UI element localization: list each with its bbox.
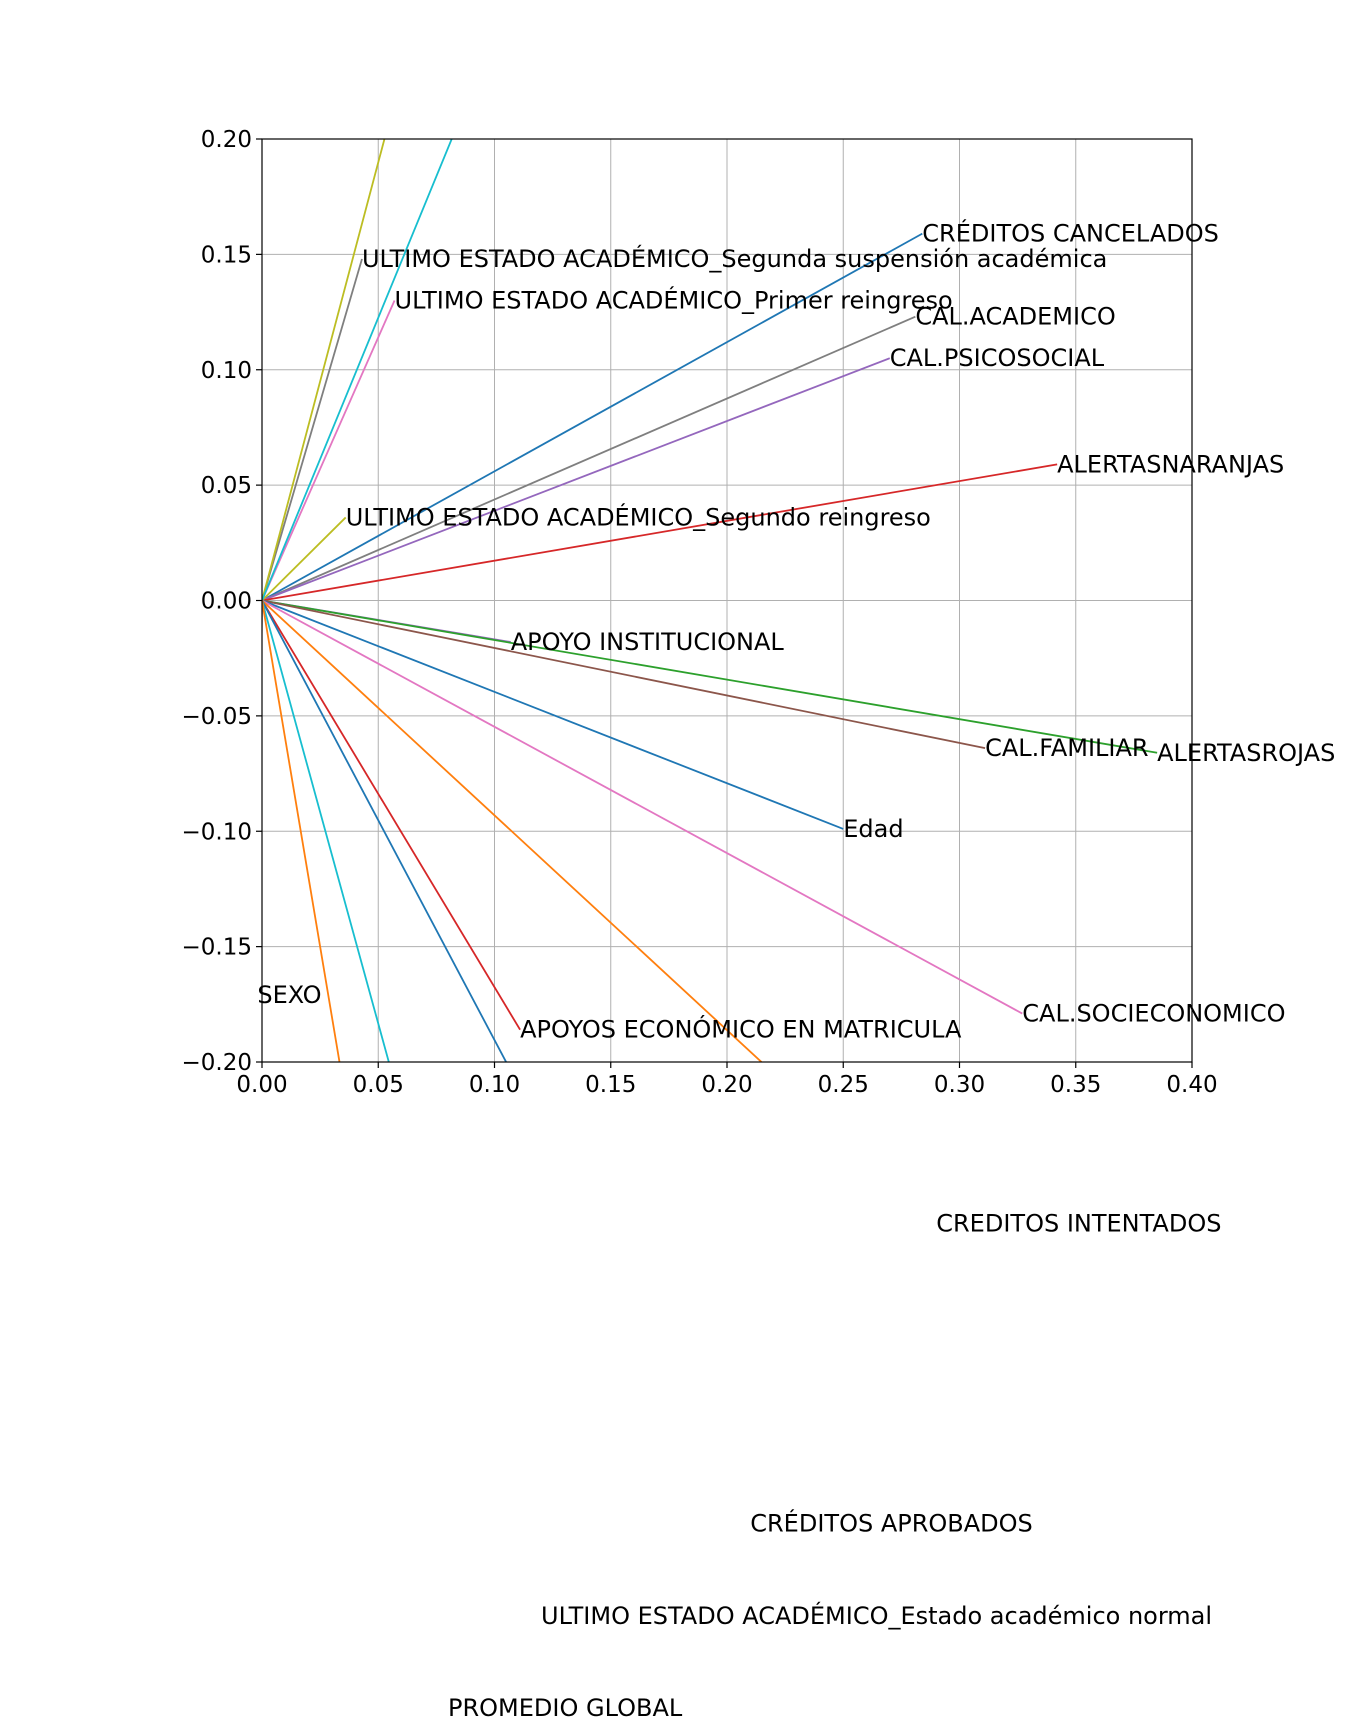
loading-vector-label: APOYOS ECONÓMICO EN MATRICULA	[520, 1014, 962, 1044]
x-tick-label: 0.15	[585, 1072, 636, 1098]
loading-vector-line	[262, 600, 263, 677]
loading-vector-label: CRÉDITOS APROBADOS	[750, 1509, 1033, 1538]
loading-vector-label: ULTIMO ESTADO ACADÉMICO_Primer reingreso	[395, 286, 953, 315]
x-tick-label: 0.30	[934, 1072, 985, 1098]
loading-vector-line	[262, 599, 1023, 1015]
loading-vector-line	[262, 599, 1158, 754]
x-tick-label: 0.25	[818, 1072, 869, 1098]
loading-vector-label: CAL.PSICOSOCIAL	[890, 344, 1105, 372]
loading-vector-line	[262, 139, 453, 601]
loading-vector-line	[262, 599, 844, 830]
vector-lines	[262, 139, 1158, 1062]
y-tick-label: 0.00	[201, 589, 252, 615]
x-tick-label: 0.10	[469, 1072, 520, 1098]
y-tick-label: 0.10	[201, 358, 252, 384]
loading-vector-line	[262, 600, 508, 1062]
loading-vector-label: APOYO INSTITUCIONAL	[511, 628, 785, 656]
loading-vector-label: CRÉDITOS CANCELADOS	[922, 219, 1219, 248]
y-tick-label: −0.10	[182, 819, 252, 845]
loading-vector-label: ULTIMO ESTADO ACADÉMICO_Segunda suspensi…	[362, 244, 1107, 273]
loading-vector-line	[262, 599, 986, 750]
loading-vector-line	[262, 600, 390, 1062]
loading-vector-line	[262, 600, 341, 1062]
loading-vector-label: CREDITOS INTENTADOS	[936, 1210, 1221, 1238]
x-tick-label: 0.00	[236, 1072, 287, 1098]
loading-vector-label: ALERTASNARANJAS	[1057, 450, 1284, 478]
loading-vector-label: PROMEDIO GLOBAL	[448, 1694, 683, 1722]
y-tick-label: 0.15	[201, 242, 252, 268]
loading-vector-line	[262, 300, 396, 601]
loading-vector-label: ULTIMO ESTADO ACADÉMICO_Segundo reingres…	[346, 502, 931, 531]
loading-vector-label: CAL.FAMILIAR	[985, 734, 1149, 762]
loading-vector-line	[262, 258, 363, 601]
loading-vector-line	[262, 600, 521, 1031]
x-tick-label: 0.40	[1166, 1072, 1217, 1098]
y-tick-label: −0.20	[182, 1050, 252, 1076]
x-tick-label: 0.20	[701, 1072, 752, 1098]
loading-vector-label: ALERTASROJAS	[1157, 739, 1335, 767]
axis-ticks: 0.00 0.05 0.10 0.15 0.20 0.25 0.30 0.35 0.40 0.20…	[182, 127, 1218, 1098]
loading-vector-label: ULTIMO ESTADO ACADÉMICO_Estado académico…	[541, 1601, 1212, 1630]
y-tick-label: 0.20	[201, 127, 252, 153]
loading-vector-label: SEXO	[257, 981, 321, 1009]
loading-vector-line	[262, 357, 891, 602]
y-tick-label: −0.15	[182, 935, 252, 961]
loading-vector-line	[262, 139, 386, 601]
x-tick-label: 0.35	[1050, 1072, 1101, 1098]
loading-vector-line	[262, 599, 763, 1062]
loading-vector-line	[262, 232, 923, 602]
loading-vector-line	[262, 315, 916, 602]
vector-labels: CRÉDITOS CANCELADOS CAL.ACADEMICO CAL.PSIC…	[257, 219, 1335, 1722]
x-tick-label: 0.05	[353, 1072, 404, 1098]
loading-vector-label: Edad	[843, 815, 903, 843]
loading-vector-line	[262, 463, 1058, 602]
loading-vector-label: CAL.SOCIECONOMICO	[1022, 1000, 1285, 1028]
grid	[261, 138, 1193, 1063]
loading-vector-line	[262, 516, 347, 602]
loading-vector-label: CAL.ACADEMICO	[915, 303, 1115, 331]
y-tick-label: 0.05	[201, 473, 252, 499]
y-tick-label: −0.05	[182, 704, 252, 730]
